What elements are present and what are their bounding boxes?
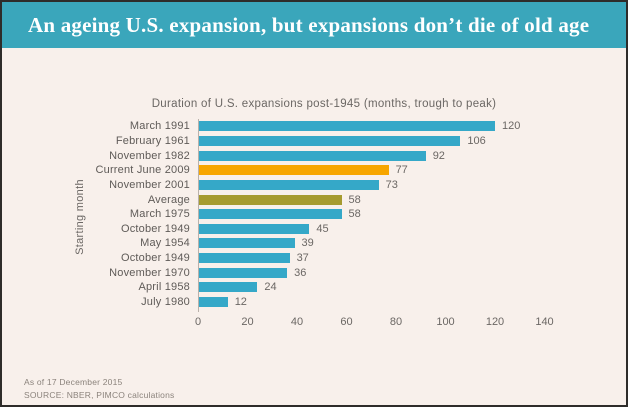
chart-row: May 1954 39 [22,236,620,251]
x-tick-label: 120 [485,316,505,328]
x-tick-label: 100 [436,316,455,328]
chart-row: Average 58 [22,192,620,207]
chart-row: October 1949 45 [22,221,620,236]
category-label: February 1961 [115,134,190,147]
category-label: May 1954 [140,237,190,250]
title-banner: An ageing U.S. expansion, but expansions… [2,2,626,48]
category-label: Current June 2009 [95,164,190,177]
chart-row: July 1980 12 [22,295,620,310]
bar [198,282,258,293]
category-label: Average [147,193,190,206]
bar [198,135,461,146]
value-label: 45 [316,222,329,235]
bar [198,223,310,234]
chart-row: November 1970 36 [22,265,620,280]
bar [198,253,290,264]
bar [198,297,228,307]
value-label: 92 [432,149,445,162]
bar [198,238,295,249]
value-label: 12 [234,296,247,308]
value-label: 77 [395,164,408,177]
category-label: October 1949 [120,252,190,265]
bar [198,194,342,205]
category-label: November 1982 [109,149,190,162]
x-tick-label: 60 [340,316,353,328]
category-label: July 1980 [141,296,190,308]
x-tick-label: 0 [194,316,202,328]
chart-row: November 1982 92 [22,148,620,163]
x-tick-label: 40 [290,316,304,328]
value-label: 73 [385,178,398,191]
bar [198,165,389,176]
category-label: November 2001 [109,178,190,191]
value-label: 37 [296,252,309,265]
chart-rows: March 1991 120 February 1961 106 November 19… [22,119,620,309]
bar [198,267,288,278]
chart-row: February 1961 106 [22,134,620,149]
x-axis: 0 20 40 60 80 100 120 140 [2,316,626,330]
category-label: April 1958 [138,281,190,294]
value-label: 36 [294,266,307,279]
y-axis-line [198,119,199,312]
as-of-date: As of 17 December 2015 [24,377,123,387]
category-label: March 1991 [129,120,190,133]
bar [198,150,426,161]
value-label: 58 [348,208,361,221]
value-label: 39 [301,237,314,250]
value-label: 24 [264,281,277,294]
chart-row: April 1958 24 [22,280,620,295]
x-tick-label: 140 [535,316,554,328]
bar [198,121,495,132]
footnote: As of 17 December 2015 SOURCE: NBER, PIM… [24,376,174,402]
value-label: 120 [502,120,521,133]
bar [198,209,342,220]
chart-title: Duration of U.S. expansions post-1945 (m… [151,98,497,110]
category-label: November 1970 [109,266,190,279]
chart-row: October 1949 37 [22,251,620,266]
chart-row: November 2001 73 [22,178,620,193]
chart-row: March 1975 58 [22,207,620,222]
value-label: 106 [467,134,486,147]
category-label: March 1975 [129,208,190,221]
chart-row: March 1991 120 [22,119,620,134]
value-label: 58 [348,193,361,206]
bar [198,179,379,190]
x-tick-label: 20 [241,316,254,328]
source-line: SOURCE: NBER, PIMCO calculations [24,389,175,400]
category-label: October 1949 [120,222,190,235]
slide-title: An ageing U.S. expansion, but expansions… [28,12,590,37]
chart-row: Current June 2009 77 [22,163,620,178]
x-tick-label: 80 [389,316,403,328]
